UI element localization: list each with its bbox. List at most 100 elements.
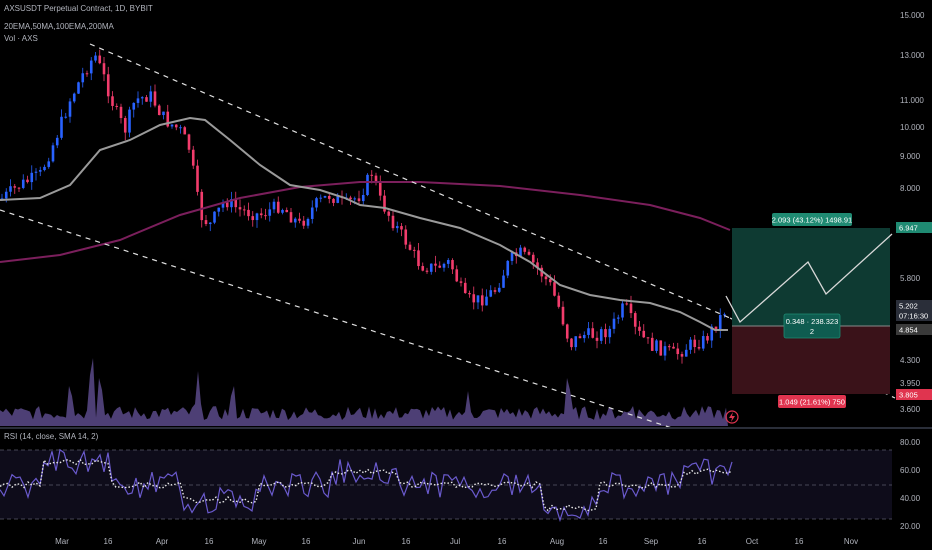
- candle: [51, 142, 55, 163]
- candle: [616, 314, 620, 324]
- candle: [391, 210, 395, 231]
- candle: [204, 214, 208, 227]
- candle: [276, 196, 280, 214]
- price-tick: 3.600: [900, 405, 921, 414]
- time-tick: May: [251, 537, 266, 546]
- candle: [548, 274, 552, 286]
- lower-trendline[interactable]: [0, 209, 673, 429]
- candle: [128, 106, 131, 138]
- candle: [646, 337, 650, 344]
- candle: [310, 200, 314, 224]
- candle: [47, 157, 51, 169]
- candle: [544, 274, 548, 286]
- candle: [629, 295, 633, 319]
- time-tick: Nov: [844, 537, 858, 546]
- candle: [85, 70, 89, 77]
- entry-label-line1: 0.348 · 238.323: [786, 317, 839, 326]
- candle: [693, 334, 697, 354]
- time-tick: Sep: [644, 537, 659, 546]
- candle: [94, 52, 97, 63]
- candle: [608, 325, 612, 344]
- candle: [230, 191, 233, 213]
- candle: [21, 174, 25, 190]
- candle: [34, 168, 38, 181]
- candle: [238, 199, 242, 217]
- candle: [123, 115, 127, 141]
- candle: [408, 241, 412, 251]
- entry-label[interactable]: 0.348 · 238.323 2: [783, 313, 841, 339]
- candle: [64, 112, 68, 119]
- candle: [506, 259, 510, 279]
- candle: [463, 277, 467, 294]
- rsi-tick: 20.00: [900, 522, 921, 531]
- candle: [493, 287, 497, 295]
- candle: [26, 175, 29, 184]
- candle: [315, 196, 318, 212]
- entry-label-line2: 2: [810, 327, 814, 336]
- candle: [642, 324, 646, 339]
- price-tick: 8.000: [900, 184, 921, 193]
- candle: [655, 338, 658, 354]
- rsi-axis[interactable]: 80.00 60.00 40.00 20.00: [900, 438, 921, 531]
- time-tick: 16: [302, 537, 311, 546]
- candle: [68, 98, 72, 123]
- price-label-loss: 3.805: [896, 389, 932, 400]
- candle: [570, 338, 573, 351]
- candle: [162, 111, 165, 120]
- candle: [179, 124, 182, 134]
- candle: [217, 207, 221, 217]
- rsi-pane[interactable]: [0, 448, 892, 523]
- candle: [604, 323, 607, 345]
- candle: [557, 292, 561, 309]
- candle: [268, 202, 272, 222]
- candle: [383, 189, 386, 214]
- time-tick: 16: [599, 537, 608, 546]
- target-label-text: 2.093 (43.12%) 1498.91: [772, 216, 852, 225]
- candle: [442, 262, 446, 272]
- candle: [612, 312, 616, 334]
- candle: [170, 124, 174, 129]
- candle: [30, 165, 34, 190]
- target-label[interactable]: 2.093 (43.12%) 1498.91: [772, 213, 852, 226]
- candle: [451, 258, 454, 274]
- time-tick: 16: [402, 537, 411, 546]
- volume-series: [0, 358, 728, 426]
- svg-text:5.202: 5.202: [899, 302, 918, 311]
- price-tick: 13.000: [900, 51, 925, 60]
- stop-label[interactable]: 1.049 (21.61%) 750: [778, 395, 846, 408]
- candle: [633, 311, 637, 335]
- upper-trendline[interactable]: [89, 43, 731, 319]
- chart-title: AXSUSDT Perpetual Contract, 1D, BYBIT: [4, 4, 153, 13]
- candle: [119, 103, 123, 124]
- profit-zone[interactable]: [732, 228, 890, 326]
- candle: [446, 258, 450, 269]
- candle: [718, 308, 722, 339]
- lightning-icon[interactable]: [725, 410, 739, 424]
- projection-path[interactable]: [725, 233, 893, 324]
- candle: [553, 275, 556, 297]
- candlestick-series: [0, 49, 726, 364]
- candle: [519, 244, 522, 257]
- candle: [476, 295, 480, 310]
- candle: [157, 104, 161, 116]
- price-axis[interactable]: 15.00013.00011.00010.0009.0008.0006.4005…: [900, 11, 925, 414]
- time-tick: 16: [205, 537, 214, 546]
- candle: [298, 212, 301, 224]
- candle: [523, 246, 527, 255]
- time-tick: Mar: [55, 537, 69, 546]
- candle: [306, 217, 310, 229]
- time-tick: Oct: [746, 537, 759, 546]
- time-axis[interactable]: Mar 16 Apr 16 May 16 Jun 16 Jul 16 Aug 16 Sep 16 Oct 16…: [55, 537, 858, 546]
- candle: [285, 207, 289, 213]
- candle: [357, 190, 361, 205]
- candle: [595, 331, 599, 349]
- candle: [438, 261, 442, 269]
- price-pane[interactable]: 2.093 (43.12%) 1498.91 0.348 · 238.323 2…: [0, 43, 896, 429]
- candle: [43, 164, 46, 172]
- time-tick: Jun: [353, 537, 366, 546]
- candle: [302, 215, 306, 229]
- candle: [272, 198, 276, 214]
- candle: [672, 342, 675, 349]
